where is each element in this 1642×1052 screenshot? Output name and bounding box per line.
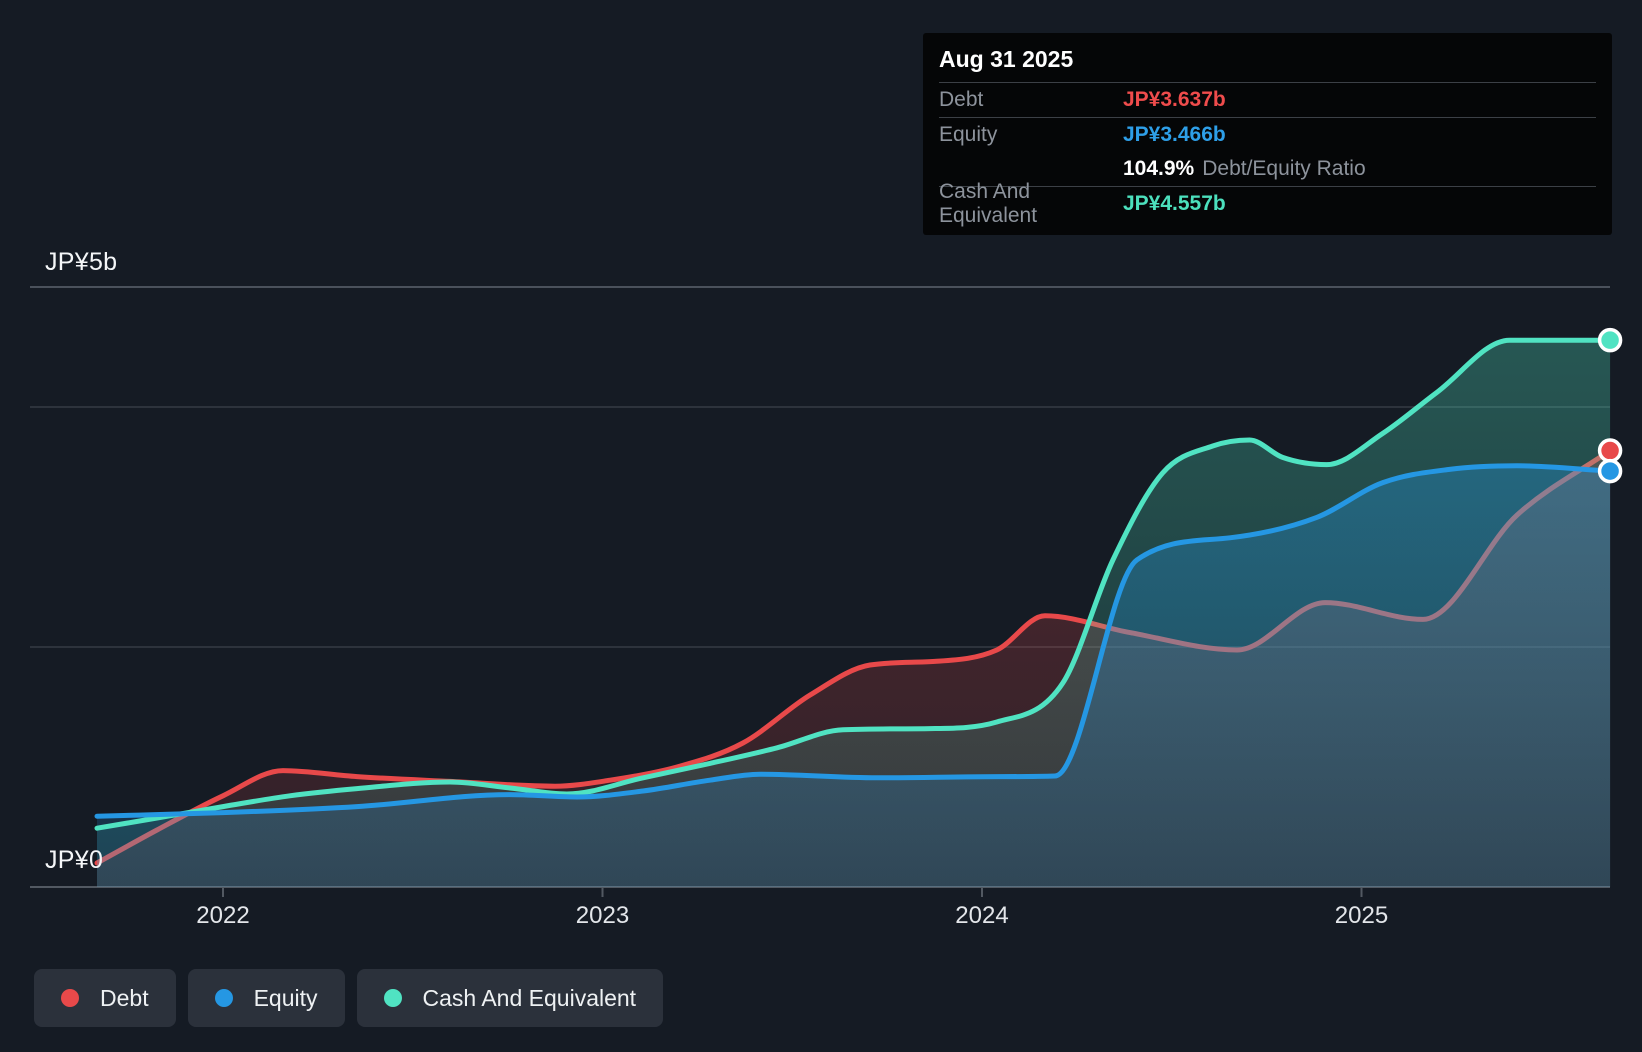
- tooltip-debt-label: Debt: [939, 88, 984, 111]
- cash-and-equivalent-end-marker: [1597, 327, 1623, 353]
- chart-legend: Debt Equity Cash And Equivalent: [34, 969, 664, 1027]
- tooltip-equity-value: JP¥3.466b: [1123, 123, 1226, 146]
- cash-dot-icon: [383, 989, 402, 1007]
- tooltip-row-debt: Debt JP¥3.637b: [939, 83, 1596, 118]
- tooltip-cash-value: JP¥4.557b: [1123, 192, 1226, 215]
- x-axis-label-2025: 2025: [1334, 902, 1389, 929]
- tooltip-equity-label: Equity: [939, 123, 998, 146]
- tooltip-row-ratio: 104.9% Debt/Equity Ratio: [939, 152, 1596, 187]
- chart-tooltip: Aug 31 2025 Debt JP¥3.637b Equity JP¥3.4…: [923, 33, 1612, 235]
- tooltip-ratio-value: 104.9%: [1123, 157, 1195, 180]
- tooltip-row-cash: Cash And Equivalent JP¥4.557b: [939, 180, 1596, 227]
- tooltip-row-equity: Equity JP¥3.466b: [939, 118, 1596, 152]
- y-axis-label-top: JP¥5b: [45, 248, 118, 276]
- equity-dot-icon: [214, 989, 233, 1007]
- equity-area: [97, 465, 1611, 887]
- debt-end-marker: [1597, 438, 1623, 463]
- cash-and-equivalent-line: [94, 337, 1613, 831]
- y-axis-label-zero: JP¥0: [45, 846, 104, 874]
- debt-dot-icon: [61, 989, 79, 1007]
- equity-line: [94, 463, 1613, 819]
- tooltip-ratio-label: Debt/Equity Ratio: [1202, 157, 1366, 180]
- legend-label-equity: Equity: [253, 984, 318, 1011]
- legend-item-cash[interactable]: Cash And Equivalent: [356, 969, 664, 1027]
- end-markers: [1597, 327, 1623, 484]
- legend-label-cash: Cash And Equivalent: [422, 984, 637, 1011]
- x-axis-label-2022: 2022: [196, 902, 250, 929]
- legend-label-debt: Debt: [100, 984, 149, 1011]
- legend-item-equity[interactable]: Equity: [187, 969, 345, 1027]
- x-axis-label-2024: 2024: [955, 902, 1009, 929]
- tooltip-cash-label: Cash And Equivalent: [939, 180, 1038, 227]
- tooltip-date: Aug 31 2025: [939, 33, 1596, 83]
- legend-item-debt[interactable]: Debt: [34, 969, 176, 1027]
- series-layer: [94, 337, 1613, 887]
- tooltip-debt-value: JP¥3.637b: [1123, 88, 1226, 111]
- equity-end-marker: [1597, 458, 1623, 484]
- x-axis-label-2023: 2023: [575, 902, 630, 929]
